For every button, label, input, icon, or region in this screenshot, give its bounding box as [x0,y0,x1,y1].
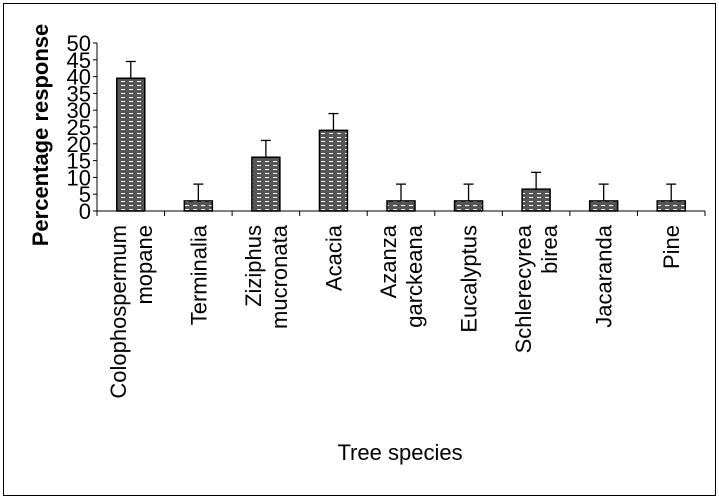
x-axis-title: Tree species [337,440,462,465]
y-tick-label: 50 [67,31,91,56]
x-tick-label-line: mucronata [267,224,292,329]
y-tick-label: 30 [67,98,91,123]
y-tick-label: 15 [67,149,91,174]
x-tick-label-line: Terminalia [186,224,211,325]
x-tick-label-line: mopane [132,225,157,305]
y-tick-label: 45 [67,48,91,73]
x-tick-label: Pine [659,225,684,269]
x-tick-label-line: Jacaranda [592,224,617,328]
x-tick-label-line: Pine [659,225,684,269]
x-tick-label: Terminalia [186,224,211,325]
bar [453,200,484,212]
x-tick-label: Azanza garckeana [376,224,427,328]
x-tick-label-line: Acacia [321,224,346,291]
x-tick-label-line: Eucalyptus [457,225,482,333]
x-tick-label: Colophospermum mopane [106,225,157,399]
bar [386,200,416,212]
bar [116,77,146,212]
y-tick-label: 0 [79,199,91,224]
x-tick-label: Ziziphus mucronata [241,224,292,329]
x-tick-label: Eucalyptus [457,225,482,333]
y-tick-label: 20 [67,132,91,157]
x-tick-label: Acacia [321,224,346,291]
bars [116,77,686,212]
error-bars [125,60,677,201]
x-tick-label: Schlerecyrea birea [511,224,562,353]
bar [521,188,551,212]
x-tick-labels: Colophospermum mopane Terminalia Ziziphus mu… [106,224,684,398]
x-tick-label-line: garckeana [402,224,427,328]
x-tick-label-line: Colophospermum [106,225,131,399]
y-tick-label: 35 [67,81,91,106]
y-tick-label: 40 [67,65,91,90]
x-tick-label-line: Ziziphus [241,225,266,307]
y-tick-label: 25 [67,115,91,140]
x-tick-label-line: birea [537,224,562,274]
x-tick-label-line: Azanza [376,224,401,298]
bar [183,200,214,212]
bar [251,156,281,212]
y-axis-title: Percentage response [28,24,53,247]
bar [656,200,686,212]
bar [588,200,619,212]
bar [318,129,349,212]
x-tick-label: Jacaranda [592,224,617,328]
x-tick-label-line: Schlerecyrea [511,224,536,353]
y-tick-label: 5 [79,182,91,207]
y-tick-label: 10 [67,165,91,190]
